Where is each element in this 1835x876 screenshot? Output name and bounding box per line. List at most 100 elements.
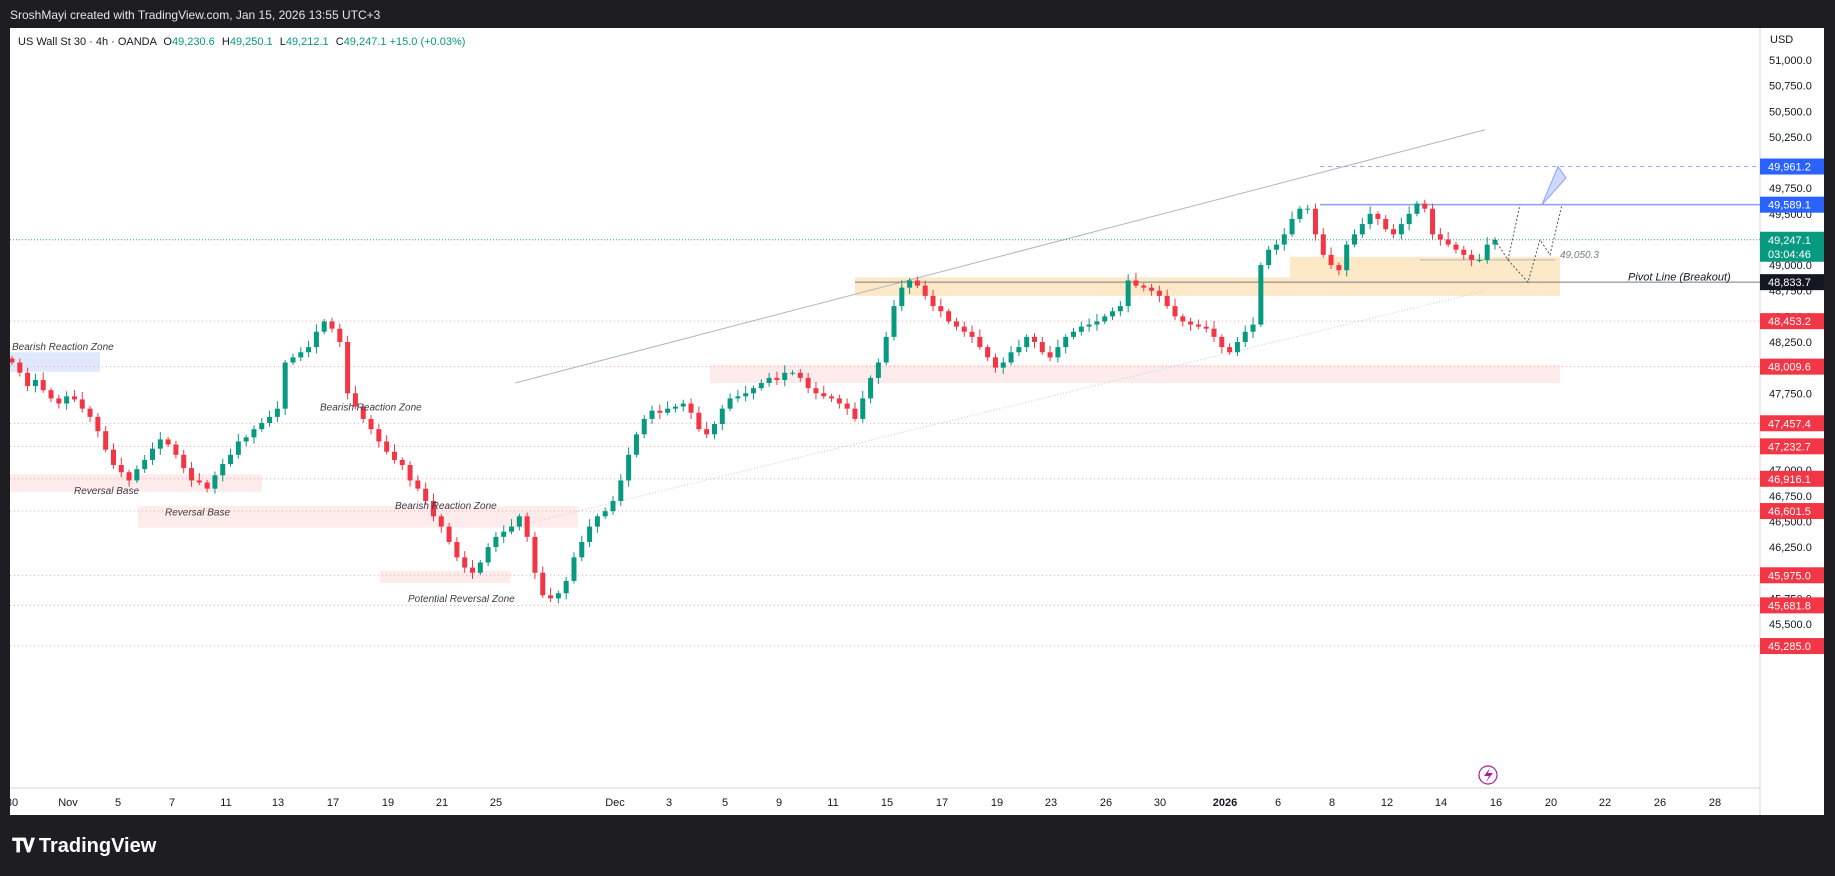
candle-body[interactable] <box>220 464 226 476</box>
candle-body[interactable] <box>1437 234 1443 240</box>
candle-body[interactable] <box>267 416 273 424</box>
candle-body[interactable] <box>626 454 632 481</box>
candle-body[interactable] <box>930 295 936 307</box>
candle-body[interactable] <box>337 328 343 342</box>
candle-body[interactable] <box>1117 306 1123 312</box>
candle-body[interactable] <box>134 469 140 481</box>
candle-body[interactable] <box>758 383 764 389</box>
candle-body[interactable] <box>181 454 187 469</box>
candle-body[interactable] <box>149 448 155 460</box>
candle-body[interactable] <box>1031 336 1037 342</box>
candle-body[interactable] <box>532 536 538 573</box>
candle-body[interactable] <box>1312 208 1318 235</box>
candle-body[interactable] <box>509 526 515 532</box>
candle-body[interactable] <box>446 526 452 542</box>
candle-body[interactable] <box>657 410 663 413</box>
candle-body[interactable] <box>1453 244 1459 250</box>
candle-body[interactable] <box>196 480 202 483</box>
candle-body[interactable] <box>376 429 382 442</box>
candle-body[interactable] <box>1383 218 1389 230</box>
candle-body[interactable] <box>368 418 374 430</box>
candle-body[interactable] <box>852 408 858 419</box>
candle-body[interactable] <box>907 280 913 288</box>
candle-body[interactable] <box>1391 229 1397 235</box>
candle-body[interactable] <box>641 418 647 435</box>
candle-body[interactable] <box>844 403 850 409</box>
candle-body[interactable] <box>391 451 397 460</box>
candle-body[interactable] <box>189 468 195 481</box>
candle-body[interactable] <box>1110 311 1116 317</box>
candle-body[interactable] <box>899 287 905 307</box>
candle-body[interactable] <box>110 449 116 466</box>
candle-body[interactable] <box>571 557 577 581</box>
candle-body[interactable] <box>118 465 124 473</box>
price-badge[interactable]: 47,457.4 <box>1760 415 1824 432</box>
candle-body[interactable] <box>345 342 351 394</box>
candle-body[interactable] <box>485 547 491 563</box>
candle-body[interactable] <box>1320 234 1326 255</box>
candle-body[interactable] <box>477 562 483 573</box>
candle-body[interactable] <box>274 408 280 417</box>
candle-body[interactable] <box>524 516 530 537</box>
candle-body[interactable] <box>1156 290 1162 296</box>
candle-body[interactable] <box>321 321 327 332</box>
price-badge[interactable]: 49,247.1 03:04:46 <box>1760 231 1824 262</box>
candle-body[interactable] <box>953 321 959 327</box>
candle-body[interactable] <box>1406 213 1412 225</box>
candle-body[interactable] <box>17 362 23 373</box>
candle-body[interactable] <box>782 372 788 380</box>
candle-body[interactable] <box>1172 306 1178 317</box>
candle-body[interactable] <box>1180 316 1186 322</box>
candle-body[interactable] <box>462 557 468 568</box>
candle-body[interactable] <box>1430 208 1436 235</box>
candle-body[interactable] <box>10 358 15 363</box>
candle-body[interactable] <box>727 398 733 409</box>
candle-body[interactable] <box>501 531 507 537</box>
candle-body[interactable] <box>1469 254 1475 260</box>
price-badge[interactable]: 45,681.8 <box>1760 597 1824 614</box>
candle-body[interactable] <box>1289 218 1295 235</box>
candle-body[interactable] <box>1234 342 1240 353</box>
candle-body[interactable] <box>1414 203 1420 214</box>
candle-body[interactable] <box>696 412 702 430</box>
candle-body[interactable] <box>1125 280 1131 307</box>
candle-body[interactable] <box>1305 208 1311 210</box>
candle-body[interactable] <box>251 429 257 438</box>
candle-body[interactable] <box>516 516 522 527</box>
candle-body[interactable] <box>672 406 678 409</box>
candle-body[interactable] <box>228 454 234 465</box>
candle-body[interactable] <box>1016 347 1022 353</box>
price-badge[interactable]: 47,232.7 <box>1760 438 1824 455</box>
lightning-icon[interactable] <box>1478 765 1498 785</box>
candle-body[interactable] <box>704 429 710 435</box>
candle-body[interactable] <box>454 541 460 558</box>
candle-body[interactable] <box>1359 224 1365 235</box>
tradingview-logo[interactable]: 𝐓𝐕 TradingView <box>12 835 156 858</box>
candle-body[interactable] <box>399 459 405 466</box>
price-badge[interactable]: 49,589.1 <box>1760 196 1824 213</box>
candle-body[interactable] <box>1281 234 1287 245</box>
candle-body[interactable] <box>290 357 296 363</box>
candle-body[interactable] <box>430 500 436 517</box>
candle-body[interactable] <box>735 396 741 399</box>
candle-body[interactable] <box>1203 326 1209 329</box>
candle-body[interactable] <box>126 472 132 481</box>
candle-body[interactable] <box>103 431 109 450</box>
candle-body[interactable] <box>1242 331 1248 342</box>
candle-body[interactable] <box>805 377 811 389</box>
candle-body[interactable] <box>1094 321 1100 325</box>
candle-body[interactable] <box>922 285 928 296</box>
price-badge[interactable]: 48,453.2 <box>1760 313 1824 330</box>
candle-body[interactable] <box>1086 324 1092 327</box>
candle-body[interactable] <box>235 441 241 455</box>
candle-body[interactable] <box>594 516 600 527</box>
candle-body[interactable] <box>1055 347 1061 358</box>
candle-body[interactable] <box>868 377 874 399</box>
candle-body[interactable] <box>602 511 608 517</box>
candle-body[interactable] <box>1422 203 1428 209</box>
candle-body[interactable] <box>1250 324 1256 332</box>
price-badge[interactable]: 48,833.7 <box>1760 274 1824 291</box>
candle-body[interactable] <box>1445 239 1451 245</box>
candle-body[interactable] <box>618 480 624 501</box>
candle-body[interactable] <box>914 280 920 286</box>
